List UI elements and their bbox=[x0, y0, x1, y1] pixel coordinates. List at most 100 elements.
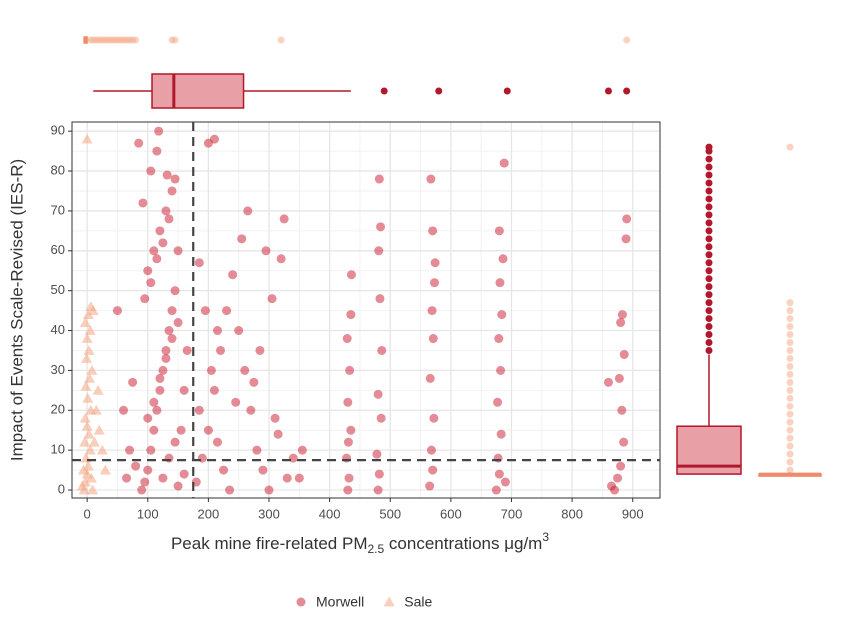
point bbox=[225, 485, 235, 495]
point bbox=[92, 384, 104, 395]
point bbox=[212, 326, 222, 336]
outlier bbox=[786, 323, 794, 331]
point bbox=[167, 306, 177, 316]
point bbox=[88, 436, 100, 447]
point bbox=[81, 352, 93, 363]
point bbox=[152, 254, 162, 264]
point bbox=[138, 198, 148, 208]
point bbox=[134, 138, 144, 148]
outlier bbox=[786, 426, 794, 434]
point bbox=[374, 246, 384, 256]
point bbox=[76, 480, 88, 491]
point bbox=[170, 437, 180, 447]
grid bbox=[72, 122, 660, 498]
point bbox=[90, 404, 102, 415]
point bbox=[162, 170, 172, 180]
point bbox=[343, 397, 353, 407]
point bbox=[282, 473, 292, 483]
point bbox=[78, 464, 90, 475]
outlier bbox=[786, 307, 794, 315]
point bbox=[494, 469, 504, 479]
outlier bbox=[705, 299, 713, 307]
outlier bbox=[786, 394, 794, 402]
point bbox=[346, 310, 356, 320]
point bbox=[427, 306, 437, 316]
y-tick-label: 10 bbox=[51, 442, 65, 457]
legend-marker bbox=[296, 597, 306, 607]
x-label-sup: 3 bbox=[542, 530, 549, 544]
point bbox=[493, 453, 503, 463]
outlier bbox=[705, 235, 713, 243]
point bbox=[79, 412, 91, 423]
point bbox=[182, 345, 192, 355]
point bbox=[170, 174, 180, 184]
point bbox=[146, 166, 156, 176]
point bbox=[173, 246, 183, 256]
point bbox=[491, 485, 501, 495]
point bbox=[234, 326, 244, 336]
point bbox=[152, 146, 162, 156]
point bbox=[83, 344, 95, 355]
x-tick-label: 600 bbox=[440, 506, 462, 521]
point bbox=[87, 484, 99, 495]
point bbox=[614, 373, 624, 383]
point bbox=[173, 318, 183, 328]
point bbox=[428, 226, 438, 236]
point bbox=[372, 449, 382, 459]
point bbox=[294, 473, 304, 483]
point bbox=[621, 234, 631, 244]
x-axis-label: Peak mine fire-related PM2.5 concentrati… bbox=[171, 530, 549, 556]
point bbox=[93, 424, 105, 435]
outlier bbox=[171, 36, 179, 44]
point bbox=[261, 246, 271, 256]
point bbox=[288, 453, 298, 463]
outlier bbox=[705, 307, 713, 315]
outlier bbox=[786, 378, 794, 386]
point bbox=[373, 485, 383, 495]
point bbox=[216, 345, 226, 355]
point bbox=[161, 353, 171, 363]
point bbox=[429, 278, 439, 288]
point bbox=[496, 365, 506, 375]
point bbox=[80, 380, 92, 391]
point bbox=[137, 485, 147, 495]
point bbox=[128, 377, 138, 387]
plot-frame bbox=[71, 121, 661, 499]
point bbox=[125, 445, 135, 455]
point bbox=[496, 429, 506, 439]
point bbox=[237, 234, 247, 244]
box bbox=[151, 73, 245, 109]
outlier bbox=[705, 243, 713, 251]
point bbox=[158, 473, 168, 483]
outlier bbox=[786, 450, 794, 458]
point bbox=[209, 134, 219, 144]
outlier bbox=[786, 143, 794, 151]
point bbox=[376, 413, 386, 423]
outlier bbox=[786, 458, 794, 466]
point bbox=[279, 214, 289, 224]
point bbox=[377, 345, 387, 355]
outlier bbox=[623, 87, 631, 95]
point bbox=[376, 222, 386, 232]
outlier bbox=[705, 143, 713, 151]
point bbox=[219, 465, 229, 475]
point bbox=[495, 278, 505, 288]
point bbox=[164, 214, 174, 224]
outlier bbox=[705, 203, 713, 211]
x-tick-label: 200 bbox=[198, 506, 220, 521]
outlier bbox=[705, 187, 713, 195]
point bbox=[619, 349, 629, 359]
point bbox=[267, 294, 277, 304]
point bbox=[342, 334, 352, 344]
point bbox=[494, 226, 504, 236]
point bbox=[373, 389, 383, 399]
point bbox=[425, 373, 435, 383]
point bbox=[179, 469, 189, 479]
outlier bbox=[705, 259, 713, 267]
legend-marker bbox=[383, 596, 395, 607]
x-tick-label: 800 bbox=[561, 506, 583, 521]
point bbox=[152, 405, 162, 415]
point bbox=[270, 413, 280, 423]
point bbox=[86, 364, 98, 375]
outlier bbox=[786, 418, 794, 426]
